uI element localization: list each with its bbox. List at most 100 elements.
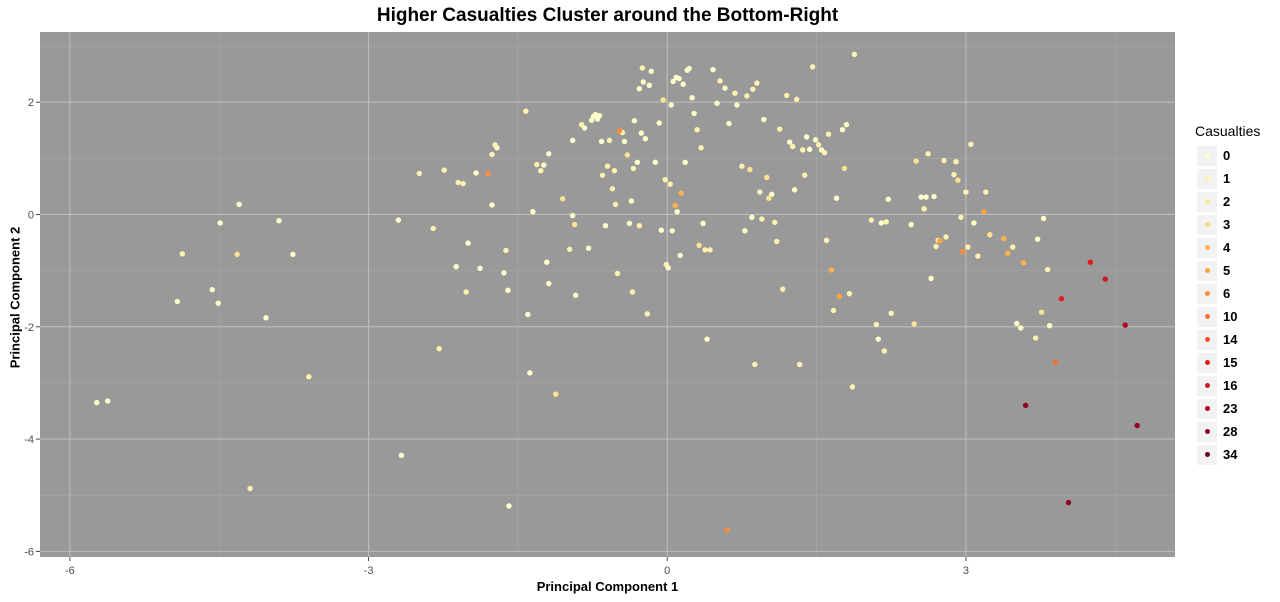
data-point (987, 232, 993, 238)
legend-key (1197, 398, 1217, 419)
data-point (1032, 335, 1039, 341)
legend-item: 2 (1195, 190, 1275, 213)
legend-item: 6 (1195, 282, 1275, 305)
data-point (749, 214, 755, 220)
legend-key (1197, 306, 1217, 327)
x-tick-label: -3 (364, 565, 374, 577)
data-point (636, 223, 643, 229)
data-point (955, 177, 961, 183)
data-point (752, 361, 758, 368)
data-point (696, 242, 702, 249)
data-point (455, 179, 461, 186)
data-point (465, 240, 471, 246)
legend-label: 4 (1223, 240, 1231, 255)
data-point (660, 97, 666, 103)
axes: -6 -3 0 3 -6 -4 -2 0 2 (24, 97, 969, 577)
data-point (566, 246, 573, 252)
legend-label: 34 (1223, 447, 1238, 462)
data-point (1065, 499, 1072, 506)
data-point (885, 196, 891, 203)
grid-major (40, 32, 1175, 557)
data-point (569, 137, 576, 144)
data-point (849, 384, 856, 390)
data-point (815, 142, 822, 148)
data-point (569, 212, 576, 219)
legend-key (1197, 168, 1217, 189)
data-point (639, 65, 646, 71)
data-point (527, 370, 533, 376)
data-point (851, 51, 858, 58)
y-tick-label: -2 (24, 322, 34, 334)
data-point (1046, 322, 1053, 329)
data-points (94, 51, 1140, 533)
data-point (928, 275, 934, 282)
data-point (604, 163, 611, 169)
data-point (823, 237, 830, 244)
data-point (722, 85, 728, 91)
data-point (958, 214, 964, 220)
data-point (784, 92, 790, 99)
data-point (875, 336, 882, 342)
data-point (530, 208, 536, 215)
data-point (105, 398, 111, 404)
data-point (395, 217, 402, 223)
data-point (1134, 422, 1140, 429)
data-point (616, 128, 623, 134)
data-point (609, 185, 616, 192)
data-point (652, 159, 658, 165)
data-point (473, 170, 479, 176)
data-point (179, 251, 186, 257)
y-tick-label: 2 (28, 97, 34, 109)
data-point (724, 527, 730, 533)
data-point (744, 93, 750, 99)
data-point (839, 127, 846, 133)
y-tick-label: -4 (24, 434, 34, 446)
x-tick-label: 0 (664, 565, 670, 577)
data-point (648, 68, 655, 75)
legend-label: 2 (1223, 194, 1231, 209)
data-point (534, 161, 540, 168)
data-point (1087, 259, 1094, 265)
data-point (702, 247, 708, 253)
data-point (525, 311, 531, 318)
data-point (599, 172, 606, 178)
legend-swatch (1204, 153, 1210, 158)
data-point (523, 108, 529, 114)
data-point (803, 134, 810, 140)
data-point (631, 118, 638, 124)
data-point (489, 151, 495, 158)
data-point (799, 147, 806, 153)
legend-key (1197, 214, 1217, 235)
data-point (614, 270, 621, 277)
data-point (796, 361, 803, 368)
data-point (968, 141, 974, 147)
data-point (921, 206, 927, 212)
data-point (888, 310, 894, 317)
data-point (624, 152, 631, 158)
legend-key (1197, 145, 1217, 166)
data-point (686, 65, 692, 72)
data-point (821, 150, 828, 156)
data-point (931, 193, 937, 200)
data-point (941, 157, 947, 164)
legend: Casualties 0 1 2 3 4 5 6 10 14 15 16 23 28 34 (1195, 123, 1275, 466)
x-axis-label: Principal Component 1 (536, 579, 679, 594)
data-point (676, 75, 682, 82)
data-point (757, 189, 763, 195)
chart-title: Higher Casualties Cluster around the Bot… (376, 5, 839, 26)
legend-key (1197, 191, 1217, 212)
legend-label: 3 (1223, 217, 1231, 232)
data-point (1044, 266, 1051, 273)
data-point (663, 261, 669, 268)
data-point (638, 130, 645, 136)
data-point (674, 208, 680, 215)
data-point (559, 196, 566, 202)
legend-key (1197, 352, 1217, 373)
data-point (656, 120, 662, 126)
legend-swatch (1204, 337, 1210, 342)
data-point (908, 221, 914, 228)
data-point (217, 220, 223, 226)
data-point (541, 162, 547, 168)
data-point (626, 220, 633, 227)
